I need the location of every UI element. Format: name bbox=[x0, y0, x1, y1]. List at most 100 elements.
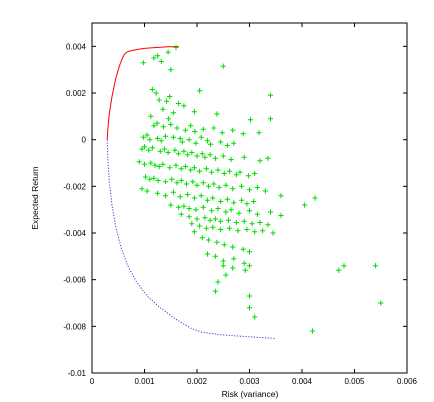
portfolio-point bbox=[278, 193, 284, 199]
portfolio-point bbox=[257, 158, 263, 164]
portfolio-point bbox=[221, 170, 227, 177]
portfolio-point bbox=[194, 182, 200, 188]
portfolio-point bbox=[203, 166, 209, 172]
series-layer bbox=[106, 44, 384, 339]
y-tick-label: -0.006 bbox=[63, 276, 86, 285]
portfolio-point bbox=[149, 86, 155, 93]
portfolio-point bbox=[165, 49, 171, 55]
portfolio-point bbox=[244, 226, 250, 233]
portfolio-point bbox=[226, 225, 233, 231]
portfolio-point bbox=[233, 172, 239, 178]
portfolio-point bbox=[204, 138, 211, 144]
portfolio-point bbox=[162, 133, 169, 139]
portfolio-point bbox=[189, 221, 195, 227]
portfolio-points bbox=[136, 44, 384, 334]
x-tick-label: 0 bbox=[90, 377, 95, 386]
portfolio-point bbox=[168, 67, 174, 73]
portfolio-point bbox=[155, 177, 161, 184]
x-tick-label: 0.003 bbox=[239, 377, 260, 386]
portfolio-point bbox=[235, 228, 241, 234]
portfolio-point bbox=[198, 193, 204, 199]
portfolio-point bbox=[220, 153, 226, 159]
portfolio-point bbox=[158, 138, 164, 144]
portfolio-point bbox=[148, 113, 154, 119]
portfolio-point bbox=[139, 146, 145, 152]
portfolio-point bbox=[230, 265, 236, 271]
portfolio-point bbox=[198, 134, 204, 140]
portfolio-point bbox=[252, 314, 258, 320]
portfolio-point bbox=[146, 147, 152, 153]
x-tick-label: 0.004 bbox=[292, 377, 313, 386]
y-axis-title: Expected Return bbox=[30, 166, 40, 230]
portfolio-point bbox=[155, 53, 161, 59]
portfolio-point bbox=[257, 219, 263, 226]
portfolio-point bbox=[178, 166, 184, 172]
portfolio-point bbox=[181, 103, 187, 109]
portfolio-point bbox=[302, 202, 308, 208]
portfolio-point bbox=[193, 140, 199, 146]
portfolio-point bbox=[199, 235, 205, 241]
portfolio-point bbox=[141, 144, 148, 150]
portfolio-point bbox=[202, 154, 208, 160]
portfolio-point bbox=[191, 229, 197, 235]
portfolio-point bbox=[252, 170, 258, 177]
portfolio-point bbox=[151, 55, 157, 61]
portfolio-point bbox=[228, 156, 234, 163]
portfolio-point bbox=[220, 258, 226, 264]
portfolio-point bbox=[185, 191, 191, 198]
portfolio-point bbox=[207, 217, 213, 223]
portfolio-point bbox=[154, 120, 160, 126]
portfolio-point bbox=[246, 208, 253, 214]
portfolio-point bbox=[185, 152, 191, 158]
portfolio-point bbox=[206, 237, 212, 243]
portfolio-point bbox=[210, 224, 216, 230]
portfolio-point bbox=[246, 249, 253, 255]
portfolio-point bbox=[212, 216, 218, 222]
portfolio-point bbox=[197, 88, 203, 94]
portfolio-point bbox=[186, 205, 192, 212]
portfolio-point bbox=[251, 198, 257, 205]
portfolio-point bbox=[176, 151, 182, 157]
portfolio-point bbox=[241, 218, 247, 224]
portfolio-point bbox=[221, 242, 227, 248]
portfolio-point bbox=[226, 168, 233, 174]
portfolio-point bbox=[214, 111, 220, 117]
portfolio-point bbox=[211, 181, 217, 187]
portfolio-point bbox=[260, 228, 266, 234]
y-tick-label: 0.002 bbox=[66, 89, 87, 98]
portfolio-point bbox=[372, 263, 379, 269]
portfolio-point bbox=[309, 328, 316, 334]
portfolio-point bbox=[177, 135, 183, 142]
portfolio-point bbox=[167, 93, 173, 100]
portfolio-point bbox=[209, 208, 215, 214]
portfolio-point bbox=[188, 123, 194, 129]
portfolio-point bbox=[167, 165, 173, 171]
portfolio-point bbox=[156, 97, 162, 103]
portfolio-point bbox=[246, 305, 253, 311]
portfolio-point bbox=[240, 131, 246, 137]
portfolio-point bbox=[178, 177, 184, 184]
portfolio-point bbox=[267, 116, 274, 122]
portfolio-point bbox=[223, 182, 229, 188]
portfolio-point bbox=[223, 209, 229, 215]
portfolio-point bbox=[246, 263, 253, 269]
portfolio-point bbox=[312, 195, 318, 201]
portfolio-point bbox=[218, 218, 224, 224]
portfolio-point bbox=[206, 183, 212, 189]
x-axis-title: Risk (variance) bbox=[222, 389, 279, 399]
y-tick-label: 0 bbox=[82, 136, 87, 145]
portfolio-point bbox=[162, 193, 169, 199]
frontier-upper-line bbox=[106, 46, 179, 140]
portfolio-point bbox=[203, 225, 209, 231]
portfolio-point bbox=[141, 161, 148, 167]
portfolio-point bbox=[244, 201, 250, 207]
portfolio-point bbox=[160, 161, 166, 167]
portfolio-point bbox=[174, 125, 180, 131]
y-tick-label: 0.004 bbox=[66, 42, 87, 51]
portfolio-point bbox=[197, 168, 203, 174]
portfolio-point bbox=[190, 179, 196, 185]
portfolio-point bbox=[194, 153, 200, 159]
portfolio-point bbox=[155, 190, 161, 196]
portfolio-point bbox=[204, 251, 211, 257]
x-tick-label: 0.001 bbox=[134, 377, 155, 386]
